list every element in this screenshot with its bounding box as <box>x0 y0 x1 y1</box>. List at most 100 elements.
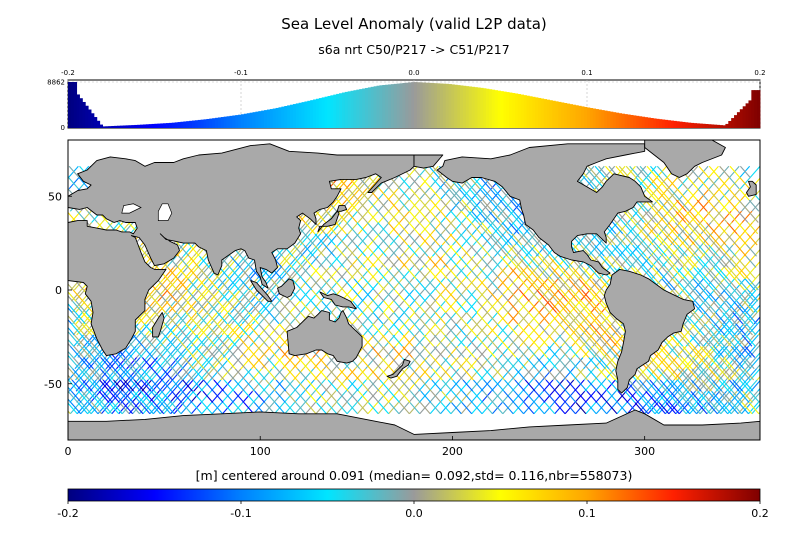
track-segment <box>681 357 693 370</box>
track-segment <box>121 390 132 403</box>
track-segment <box>647 390 658 403</box>
track-segment <box>541 255 553 268</box>
track-segment <box>587 177 598 190</box>
track-segment <box>683 255 695 268</box>
track-segment <box>540 278 552 291</box>
track-segment <box>576 312 588 325</box>
track-segment <box>283 379 294 392</box>
track-segment <box>188 289 200 302</box>
histogram-bar <box>633 115 637 128</box>
track-segment <box>418 379 429 392</box>
track-segment <box>368 402 379 415</box>
track-segment <box>289 289 300 302</box>
histogram-bar <box>540 98 545 128</box>
track-segment <box>344 244 356 257</box>
track-segment <box>347 390 359 403</box>
track-segment <box>198 267 210 280</box>
track-segment <box>324 379 336 392</box>
track-segment <box>704 312 716 325</box>
track-segment <box>561 267 573 280</box>
histogram-bar <box>145 124 150 128</box>
histogram-bar <box>307 100 311 128</box>
track-segment <box>327 390 338 403</box>
track-segment <box>558 334 569 347</box>
track-segment <box>211 323 222 336</box>
track-segment <box>400 368 412 381</box>
track-segment <box>309 222 321 235</box>
track-segment <box>225 345 237 358</box>
track-segment <box>140 390 151 403</box>
track-segment <box>208 278 219 291</box>
track-segment <box>645 188 657 201</box>
track-segment <box>718 244 730 257</box>
track-segment <box>485 334 497 347</box>
track-segment <box>229 267 241 280</box>
track-segment <box>753 248 760 257</box>
track-segment <box>748 210 759 223</box>
track-segment <box>230 357 241 370</box>
track-segment <box>499 199 511 212</box>
track-segment <box>747 323 759 336</box>
track-segment <box>709 345 721 358</box>
histogram-bar <box>641 116 646 128</box>
track-segment <box>170 402 182 415</box>
track-segment <box>431 177 443 190</box>
track-segment <box>702 289 714 302</box>
track-segment <box>345 379 357 392</box>
track-segment <box>184 345 195 358</box>
track-segment <box>514 379 526 392</box>
track-segment <box>501 390 513 403</box>
track-segment <box>132 334 144 347</box>
track-segment <box>84 334 95 347</box>
track-segment <box>404 323 416 336</box>
track-segment <box>470 222 482 235</box>
track-segment <box>178 289 189 302</box>
track-segment <box>295 390 307 403</box>
track-segment <box>447 278 458 291</box>
histogram-bar <box>419 82 424 128</box>
track-segment <box>751 403 760 415</box>
track-segment <box>102 390 113 403</box>
track-segment <box>161 390 172 403</box>
track-segment <box>238 323 250 336</box>
track-segment <box>421 177 432 190</box>
track-segment <box>674 233 685 246</box>
track-segment <box>712 300 723 313</box>
track-segment <box>449 222 461 235</box>
track-segment <box>190 323 202 336</box>
track-segment <box>260 267 272 280</box>
track-segment <box>147 289 158 302</box>
track-segment <box>342 289 354 302</box>
track-segment <box>231 323 243 336</box>
histogram-bar <box>174 122 178 128</box>
track-segment <box>759 367 760 369</box>
histogram-bar <box>160 123 164 128</box>
track-segment <box>439 188 451 201</box>
track-segment <box>455 312 467 325</box>
track-segment <box>671 255 682 268</box>
track-segment <box>490 379 502 392</box>
track-segment <box>76 323 87 336</box>
track-segment <box>478 199 490 212</box>
track-segment <box>657 188 669 201</box>
track-segment <box>657 222 669 235</box>
track-segment <box>255 379 266 392</box>
track-segment <box>229 278 240 291</box>
track-segment <box>226 289 238 302</box>
track-segment <box>181 345 192 358</box>
track-segment <box>585 345 597 358</box>
track-segment <box>648 188 660 201</box>
histogram-bar <box>745 103 749 128</box>
track-segment <box>303 244 315 257</box>
track-segment <box>153 278 165 291</box>
track-segment <box>110 357 122 370</box>
track-segment <box>276 255 288 268</box>
track-segment <box>458 188 470 201</box>
histogram-bar <box>442 83 447 128</box>
track-segment <box>656 379 667 392</box>
track-segment <box>467 278 479 291</box>
track-segment <box>655 390 667 403</box>
track-segment <box>744 255 755 268</box>
track-segment <box>219 357 231 370</box>
track-segment <box>427 357 439 370</box>
